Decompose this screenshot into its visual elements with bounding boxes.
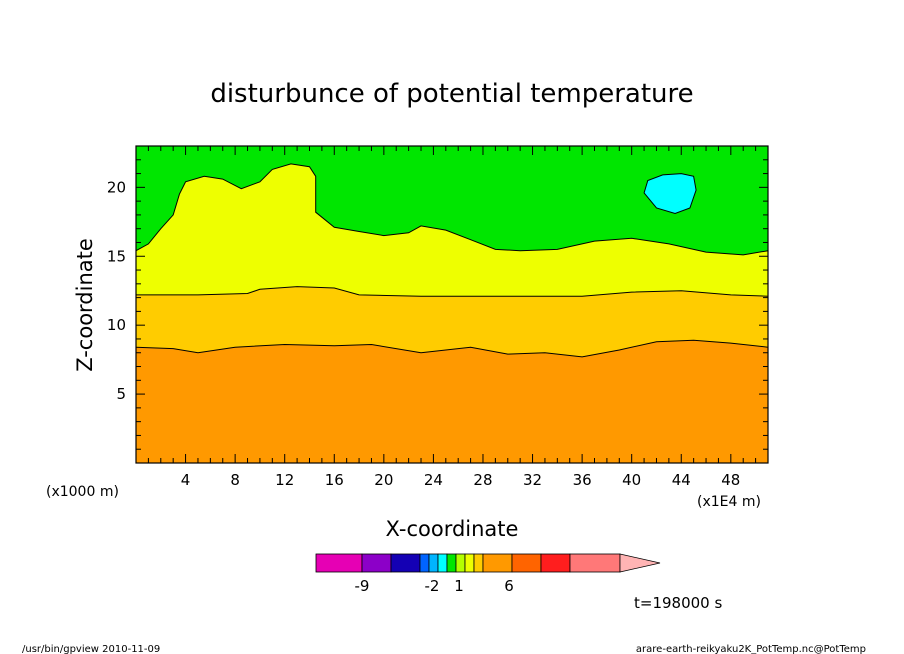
colorbar-label: 6 <box>504 577 514 595</box>
colorbar-segment <box>428 553 439 573</box>
contour-lines <box>135 163 769 358</box>
y-tick-label: 10 <box>107 316 126 334</box>
colorbar-label: 1 <box>454 577 464 595</box>
colorbar-segment <box>361 553 392 573</box>
colorbar-segment <box>569 553 621 573</box>
contour-line-yellow-top <box>135 163 769 256</box>
x-unit-right-label: (x1E4 m) <box>697 494 761 510</box>
footer-right-label: arare-earth-reikyaku2K_PotTemp.nc@PotTem… <box>636 644 866 654</box>
x-tick-label: 28 <box>473 471 492 489</box>
x-tick-label: 36 <box>573 471 592 489</box>
colorbar-segment <box>473 553 484 573</box>
contour-line-cyan-blob <box>643 173 697 215</box>
x-tick-label: 24 <box>424 471 443 489</box>
colorbar-segment <box>540 553 571 573</box>
chart-title: disturbunce of potential temperature <box>210 79 693 109</box>
x-tick-label: 44 <box>672 471 691 489</box>
x-tick-labels: 4 8 12 16 20 24 28 32 36 40 44 48 <box>181 471 741 489</box>
colorbar-segment <box>446 553 457 573</box>
colorbar-segment <box>390 553 421 573</box>
x-tick-label: 8 <box>230 471 240 489</box>
colorbar-labels: -9 -2 1 6 <box>355 577 514 595</box>
y-tick-labels: 5 10 15 20 <box>107 178 126 403</box>
x-tick-label: 40 <box>622 471 641 489</box>
x-tick-label: 32 <box>523 471 542 489</box>
x-axis-title: X-coordinate <box>386 517 519 541</box>
plot-frame <box>135 145 769 464</box>
axis-ticks <box>136 146 768 463</box>
colorbar-arrow <box>619 553 661 573</box>
y-tick-label: 5 <box>116 385 126 403</box>
colorbar-label: -2 <box>425 577 440 595</box>
x-tick-label: 48 <box>721 471 740 489</box>
footer-left-label: /usr/bin/gpview 2010-11-09 <box>22 644 160 654</box>
colorbar-segment <box>419 553 430 573</box>
y-axis-title: Z-coordinate <box>73 238 97 372</box>
colorbar <box>315 553 661 573</box>
colorbar-segment <box>482 553 513 573</box>
region-orange <box>136 340 768 463</box>
x-tick-label: 20 <box>374 471 393 489</box>
x-tick-label: 12 <box>275 471 294 489</box>
time-label: t=198000 s <box>634 594 722 612</box>
colorbar-segment <box>437 553 448 573</box>
colorbar-label: -9 <box>355 577 370 595</box>
contour-line-gold-top <box>136 286 769 297</box>
colorbar-segment <box>455 553 466 573</box>
colorbar-segment <box>511 553 542 573</box>
region-cyan <box>644 173 697 214</box>
x-tick-label: 4 <box>181 471 191 489</box>
y-tick-label: 20 <box>107 178 126 196</box>
x-tick-label: 16 <box>325 471 344 489</box>
colorbar-segment <box>464 553 475 573</box>
colorbar-segment <box>315 553 363 573</box>
plot-area <box>136 146 768 463</box>
contour-line-orange-top <box>135 339 769 358</box>
x-unit-left-label: (x1000 m) <box>46 484 119 500</box>
y-tick-label: 15 <box>107 247 126 265</box>
